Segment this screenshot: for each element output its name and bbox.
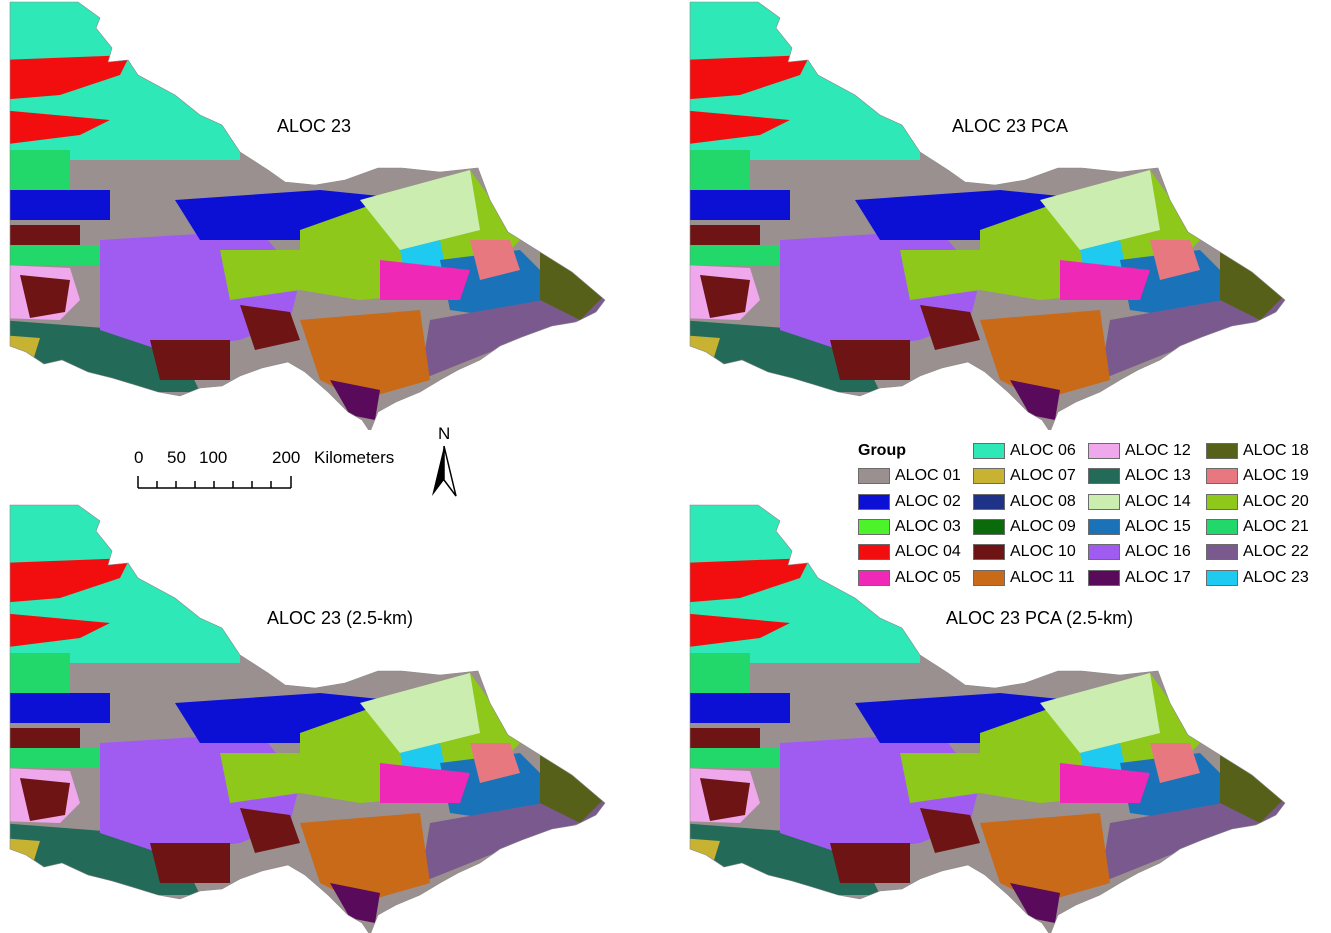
legend-label: ALOC 07 (1010, 467, 1076, 485)
legend-swatch (973, 544, 1005, 561)
legend-item: ALOC 08 (973, 492, 1076, 512)
legend-label: ALOC 03 (895, 517, 961, 535)
legend-item: ALOC 13 (1088, 466, 1191, 486)
legend-label: ALOC 12 (1125, 442, 1191, 459)
panel-title: ALOC 23 PCA (952, 116, 1069, 136)
legend-label: ALOC 16 (1125, 543, 1191, 561)
legend-swatch (1088, 518, 1120, 535)
legend-title: Group (858, 442, 906, 459)
legend-label: ALOC 08 (1010, 492, 1076, 510)
legend-label: ALOC 20 (1243, 492, 1309, 510)
legend-label: ALOC 17 (1125, 568, 1191, 586)
scale-tick-label: 50 (167, 448, 186, 467)
legend-swatch (973, 493, 1005, 510)
legend-swatch (1088, 468, 1120, 485)
legend-item: ALOC 03 (858, 517, 961, 537)
map-panel-aloc23-pca: ALOC 23 PCA (680, 0, 1300, 430)
legend-label: ALOC 15 (1125, 517, 1191, 535)
legend-swatch (973, 569, 1005, 586)
legend-swatch (1088, 493, 1120, 510)
victoria-map (9, 1, 606, 430)
legend-swatch (973, 443, 1005, 459)
legend-swatch (858, 544, 890, 561)
legend-swatch (858, 468, 890, 485)
legend-swatch (1206, 569, 1238, 586)
panel-title: ALOC 23 PCA (2.5-km) (946, 608, 1134, 628)
legend-item: ALOC 06 (973, 441, 1076, 461)
victoria-map (689, 504, 1286, 933)
legend-item: ALOC 04 (858, 542, 961, 562)
legend-item: ALOC 05 (858, 568, 961, 588)
legend-item: ALOC 11 (973, 568, 1075, 588)
scale-tick-label: 200 (272, 448, 301, 467)
legend-label: ALOC 05 (895, 568, 961, 586)
legend-label: ALOC 23 (1243, 568, 1309, 586)
legend-item: ALOC 07 (973, 466, 1076, 486)
victoria-map (9, 504, 606, 933)
legend-label: ALOC 14 (1125, 492, 1191, 510)
legend: Group ALOC 01 ALOC 02 ALOC 03 ALOC 04 ALOC 0… (855, 440, 1325, 590)
legend-label: ALOC 21 (1243, 517, 1309, 535)
legend-item: ALOC 16 (1088, 542, 1191, 562)
scale-tick-label: 0 (134, 448, 144, 467)
scale-tick-label: 100 (199, 448, 228, 467)
legend-swatch (1206, 493, 1238, 510)
legend-label: ALOC 22 (1243, 543, 1309, 561)
victoria-map (689, 1, 1286, 430)
legend-item: ALOC 21 (1206, 517, 1309, 537)
legend-label: ALOC 13 (1125, 467, 1191, 485)
legend-label: ALOC 09 (1010, 517, 1076, 535)
legend-item: ALOC 02 (858, 492, 961, 512)
legend-item: ALOC 09 (973, 517, 1076, 537)
legend-label: ALOC 10 (1010, 543, 1076, 561)
map-panel-aloc23-pca-2-5km: ALOC 23 PCA (2.5-km) (680, 503, 1300, 933)
north-arrow: N (424, 424, 464, 500)
legend-item: ALOC 01 (858, 466, 961, 486)
legend-label: ALOC 18 (1243, 442, 1309, 459)
scale-bar-ruler (137, 476, 292, 489)
map-panel-aloc23-2-5km: ALOC 23 (2.5-km) (0, 503, 620, 933)
legend-label: ALOC 06 (1010, 442, 1076, 459)
legend-item: ALOC 23 (1206, 568, 1309, 588)
scale-bar: 0 50 100 200 Kilometers (130, 448, 430, 498)
legend-label: ALOC 11 (1010, 568, 1075, 586)
legend-label: ALOC 02 (895, 492, 961, 510)
legend-swatch (1088, 569, 1120, 586)
legend-swatch (973, 468, 1005, 485)
scale-unit-label: Kilometers (314, 448, 395, 467)
legend-item: ALOC 17 (1088, 568, 1191, 588)
legend-item: ALOC 12 (1088, 441, 1191, 461)
panel-title: ALOC 23 (277, 116, 352, 136)
legend-label: ALOC 19 (1243, 467, 1309, 485)
legend-label: ALOC 04 (895, 543, 961, 561)
legend-swatch (1206, 443, 1238, 459)
north-arrow-icon (432, 445, 457, 497)
legend-item: ALOC 18 (1206, 441, 1309, 461)
legend-item: ALOC 15 (1088, 517, 1191, 537)
legend-swatch (858, 518, 890, 535)
north-label: N (438, 424, 451, 443)
legend-swatch (858, 569, 890, 586)
legend-swatch (1088, 443, 1120, 459)
map-panel-aloc23: ALOC 23 (0, 0, 620, 430)
legend-swatch (1206, 468, 1238, 485)
legend-swatch (1206, 544, 1238, 561)
legend-swatch (1206, 518, 1238, 535)
legend-swatch (1088, 544, 1120, 561)
legend-swatch (973, 518, 1005, 535)
legend-item: ALOC 14 (1088, 492, 1191, 512)
legend-item: ALOC 10 (973, 542, 1076, 562)
legend-item: ALOC 19 (1206, 466, 1309, 486)
legend-swatch (858, 493, 890, 510)
panel-title: ALOC 23 (2.5-km) (267, 608, 414, 628)
legend-label: ALOC 01 (895, 467, 961, 485)
legend-item: ALOC 22 (1206, 542, 1309, 562)
legend-item: ALOC 20 (1206, 492, 1309, 512)
